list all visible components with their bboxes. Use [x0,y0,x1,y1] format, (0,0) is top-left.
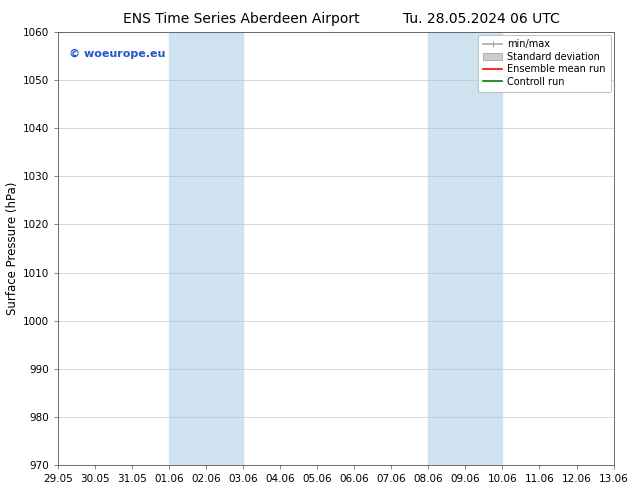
Bar [429,32,503,466]
Y-axis label: Surface Pressure (hPa): Surface Pressure (hPa) [6,182,18,315]
Text: © woeurope.eu: © woeurope.eu [69,49,165,59]
Text: Tu. 28.05.2024 06 UTC: Tu. 28.05.2024 06 UTC [403,12,560,26]
Text: ENS Time Series Aberdeen Airport: ENS Time Series Aberdeen Airport [122,12,359,26]
Bar [169,32,243,466]
Legend: min/max, Standard deviation, Ensemble mean run, Controll run: min/max, Standard deviation, Ensemble me… [478,34,611,92]
